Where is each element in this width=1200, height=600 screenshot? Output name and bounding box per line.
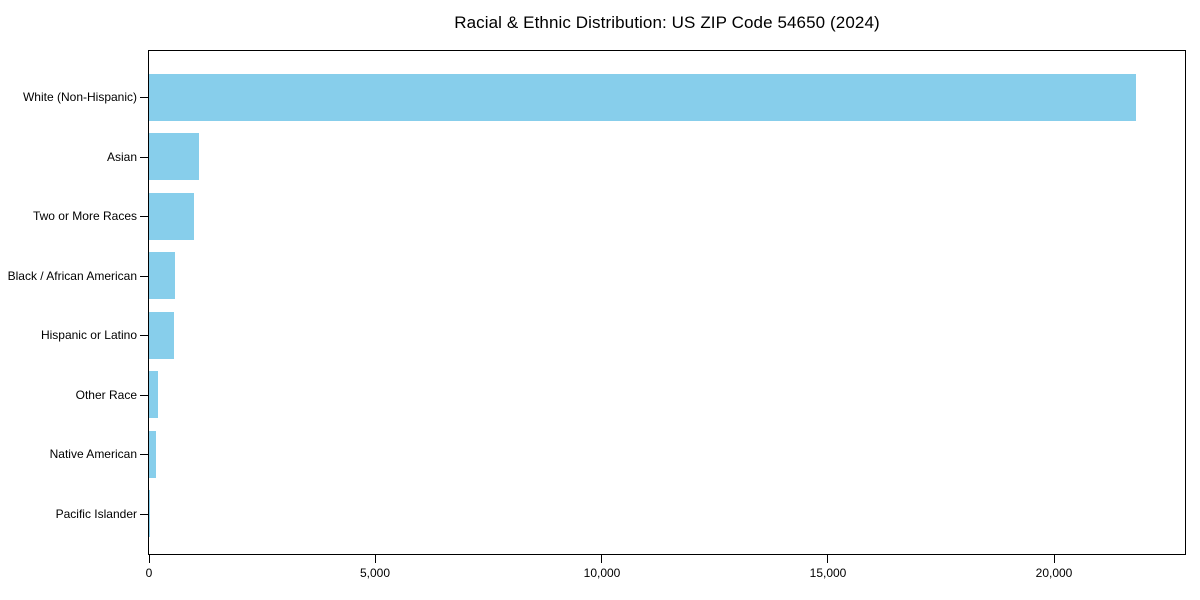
y-tick-mark (140, 216, 148, 217)
bar-hispanic-or-latino (149, 311, 175, 359)
y-label-hispanic-or-latino: Hispanic or Latino (40, 328, 137, 343)
x-tick-label: 0 (145, 566, 153, 580)
y-label-other-race: Other Race (75, 387, 137, 402)
y-label-black-african-american: Black / African American (7, 268, 137, 283)
y-tick-mark (140, 454, 148, 455)
x-tick-mark (1054, 555, 1055, 563)
y-tick-mark (140, 395, 148, 396)
bar-white-non-hispanic (149, 73, 1136, 121)
bar-black-african-american (149, 252, 175, 300)
y-label-native-american: Native American (49, 447, 137, 462)
x-tick-label: 20,000 (1035, 566, 1073, 580)
y-tick-mark (140, 157, 148, 158)
y-tick-mark (140, 335, 148, 336)
bar-two-or-more-races (149, 192, 194, 240)
x-tick-label: 15,000 (809, 566, 847, 580)
x-tick-mark (149, 555, 150, 563)
x-tick-mark (375, 555, 376, 563)
y-tick-mark (140, 276, 148, 277)
x-tick-label: 5,000 (359, 566, 391, 580)
y-tick-mark (140, 97, 148, 98)
x-tick-mark (827, 555, 828, 563)
bar-other-race (149, 371, 159, 419)
y-label-white-non-hispanic: White (Non-Hispanic) (22, 90, 137, 104)
x-tick-mark (601, 555, 602, 563)
y-label-asian: Asian (106, 149, 137, 164)
y-label-two-or-more-races: Two or More Races (32, 209, 137, 224)
chart-title: Racial & Ethnic Distribution: US ZIP Cod… (454, 13, 880, 32)
x-tick-label: 10,000 (583, 566, 621, 580)
bar-native-american (149, 430, 156, 478)
plot-area (148, 50, 1186, 555)
bar-asian (149, 133, 199, 181)
y-tick-mark (140, 514, 148, 515)
y-label-pacific-islander: Pacific Islander (55, 506, 137, 521)
